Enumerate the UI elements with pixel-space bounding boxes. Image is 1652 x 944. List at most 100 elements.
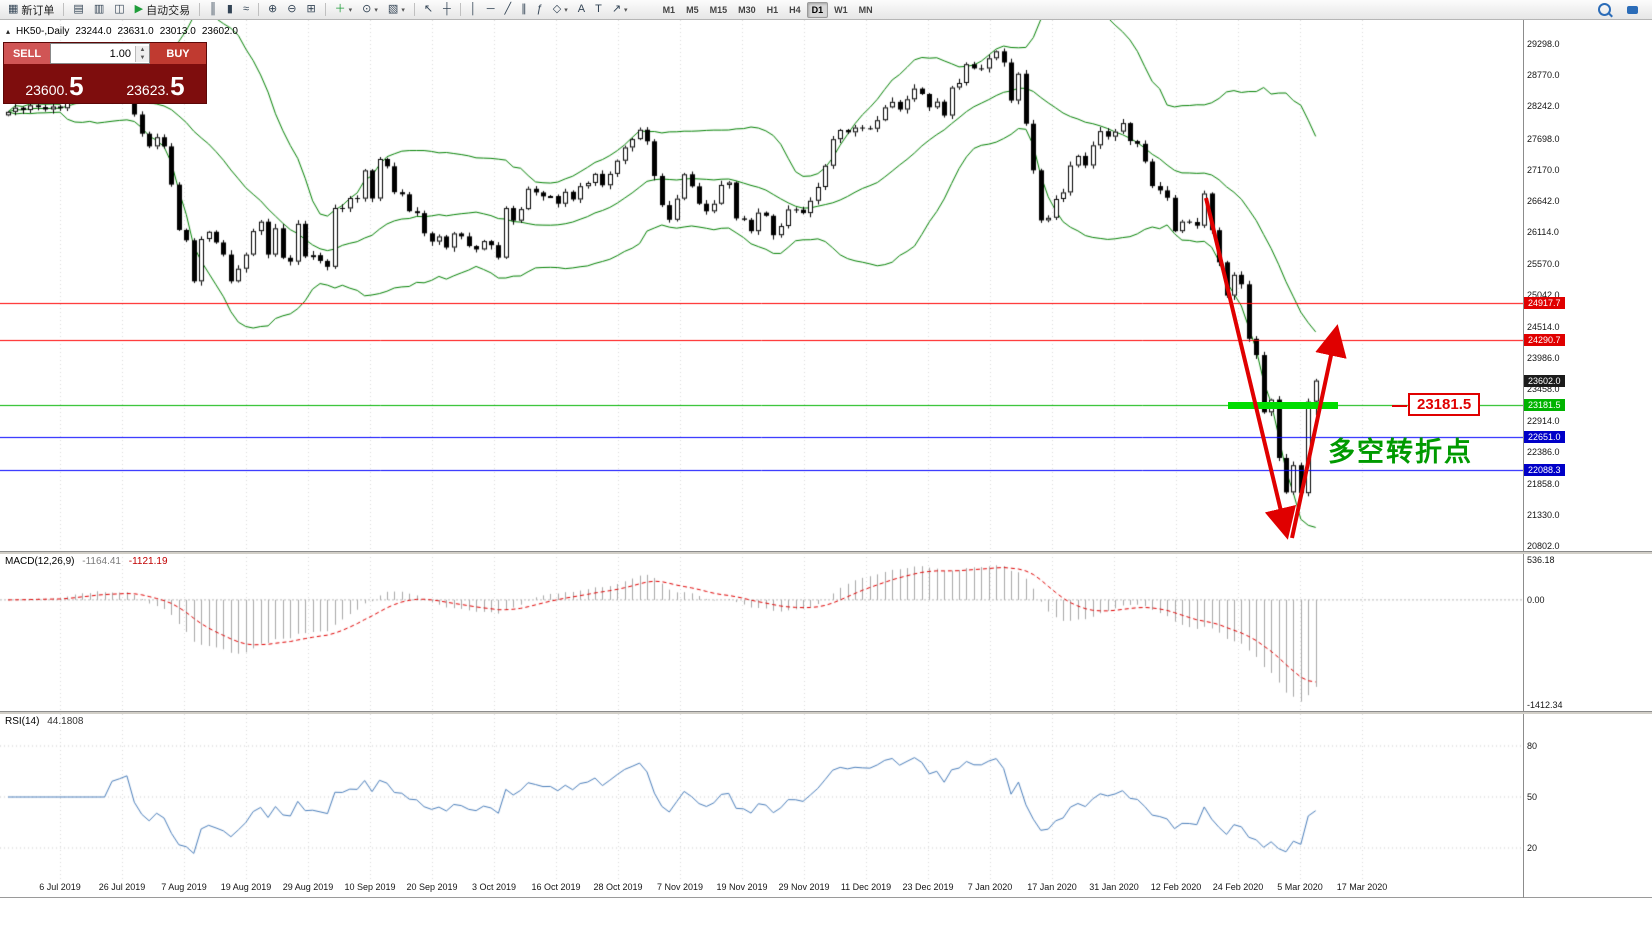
- cursor-button[interactable]: ↖: [420, 0, 437, 19]
- timeframe-m15-button[interactable]: M15: [709, 4, 728, 15]
- toolbar-separator: [199, 3, 201, 16]
- horizontal-line-button[interactable]: ─: [483, 0, 499, 19]
- candlestick-chart-button[interactable]: ▮: [223, 0, 237, 19]
- new-chart-button[interactable]: ＋ ▾: [331, 0, 357, 19]
- expand-ohlc-icon[interactable]: ▴: [6, 27, 11, 36]
- timeframe-m30-button[interactable]: M30: [738, 4, 756, 15]
- date-axis-label: 6 Jul 2019: [39, 882, 81, 892]
- buy-price-big-digit: 5: [170, 71, 185, 101]
- period-button[interactable]: ⊙ ▾: [358, 0, 382, 19]
- buy-button[interactable]: BUY: [150, 43, 206, 64]
- date-axis-label: 7 Aug 2019: [161, 882, 207, 892]
- turning-point-note[interactable]: 多空转折点: [1328, 437, 1473, 467]
- toolbar-separator: [324, 3, 326, 16]
- vertical-line-button[interactable]: │: [466, 0, 481, 19]
- timeframe-group: M1 M5 M15 M30 H1 H4 D1 W1 MN: [658, 1, 878, 18]
- zoom-out-button[interactable]: ⊖: [283, 0, 300, 19]
- price-tag: 23181.5: [1524, 399, 1565, 412]
- spinner-up-icon[interactable]: ▲: [136, 45, 149, 54]
- dropdown-caret-icon: ▾: [624, 6, 628, 14]
- toolbar-separator: [459, 3, 461, 16]
- price-axis-label: 20802.0: [1527, 541, 1560, 551]
- text-label-button[interactable]: T: [591, 0, 606, 19]
- date-axis-label: 10 Sep 2019: [344, 882, 396, 892]
- timeframe-w1-button[interactable]: W1: [834, 4, 848, 15]
- date-axis-label: 29 Aug 2019: [282, 882, 334, 892]
- crosshair-button[interactable]: ┼: [439, 0, 455, 19]
- macd-label-row: MACD(12,26,9) -1164.41 -1121.19: [5, 556, 168, 567]
- dropdown-caret-icon: ▾: [564, 6, 568, 14]
- market-watch-button[interactable]: ▤: [69, 0, 87, 19]
- new-order-button-label: 新订单: [21, 4, 55, 17]
- sell-button[interactable]: SELL: [4, 43, 50, 64]
- timeframe-m5-button[interactable]: M5: [686, 4, 699, 15]
- autotrade-button[interactable]: ▶ 自动交易: [131, 0, 194, 19]
- date-axis-label: 28 Oct 2019: [593, 882, 643, 892]
- toolbar-right: [1594, 0, 1642, 19]
- toolbar-separator: [413, 3, 415, 16]
- price-axis-label: 21330.0: [1527, 509, 1560, 520]
- navigator-icon: ◫: [114, 3, 125, 15]
- date-axis-label: 19 Nov 2019: [716, 882, 768, 892]
- spinner-down-icon[interactable]: ▼: [136, 53, 149, 62]
- date-axis-label: 23 Dec 2019: [902, 882, 954, 892]
- sell-price[interactable]: 23600. 5: [4, 64, 105, 103]
- tile-windows-button[interactable]: ⊞: [302, 0, 319, 19]
- community-button[interactable]: [1623, 0, 1642, 19]
- date-axis-label: 26 Jul 2019: [98, 882, 146, 892]
- timeframe-mn-button[interactable]: MN: [858, 4, 873, 15]
- timeframe-d1-button[interactable]: D1: [806, 1, 829, 18]
- toolbar-items: ▦ 新订单 ▤ ▥ ◫ ▶ 自动交易 ║ ▮ ≈ ⊕ ⊖ ⊞ ＋ ▾ ⊙ ▾ ▧ ▾ ↖ ┼ │ ─ ╱ ∥ ƒ ◇ ▾ A T ↗ ▾: [4, 0, 632, 19]
- zoom-in-button[interactable]: ⊕: [264, 0, 281, 19]
- date-axis-label: 17 Mar 2020: [1336, 882, 1388, 892]
- navigator-button[interactable]: ◫: [110, 0, 128, 19]
- timeframe-m1-button[interactable]: M1: [662, 4, 676, 15]
- price-axis-label: 23986.0: [1527, 352, 1560, 363]
- date-axis-label: 20 Sep 2019: [406, 882, 458, 892]
- volume-control: ▲ ▼: [50, 43, 150, 64]
- new-order-icon: ▦: [8, 3, 19, 15]
- macd-label: MACD(12,26,9): [5, 556, 75, 567]
- price-axis-label: 23458.0: [1527, 384, 1560, 395]
- panel-divider[interactable]: [0, 551, 1652, 554]
- period-icon: ⊙: [362, 3, 372, 15]
- date-axis-label: 24 Feb 2020: [1212, 882, 1264, 892]
- channel-button[interactable]: ∥: [517, 0, 531, 19]
- timeframe-h1-button[interactable]: H1: [766, 4, 779, 15]
- volume-input[interactable]: [51, 46, 135, 61]
- channel-icon: ∥: [521, 3, 527, 15]
- price-flag[interactable]: 23181.5: [1408, 393, 1481, 416]
- order-controls-row: SELL ▲ ▼ BUY: [4, 43, 206, 64]
- date-axis-label: 7 Nov 2019: [656, 882, 704, 892]
- macd-main-value: -1164.41: [82, 556, 121, 567]
- price-axis-label: 29298.0: [1527, 39, 1560, 49]
- chat-icon: [1627, 5, 1638, 14]
- buy-price[interactable]: 23623. 5: [105, 64, 206, 103]
- new-order-button[interactable]: ▦ 新订单: [4, 0, 58, 19]
- date-axis-label: 16 Oct 2019: [531, 882, 581, 892]
- template-button[interactable]: ▧ ▾: [384, 0, 409, 19]
- arrows-button[interactable]: ↗ ▾: [608, 0, 632, 19]
- rsi-indicator-panel[interactable]: [0, 714, 1523, 880]
- bar-chart-button[interactable]: ║: [205, 0, 221, 19]
- price-axis-label: 26642.0: [1527, 195, 1560, 206]
- date-axis-label: 7 Jan 2020: [967, 882, 1013, 892]
- search-button[interactable]: [1594, 0, 1615, 19]
- line-chart-button[interactable]: ≈: [239, 0, 253, 19]
- volume-spinner[interactable]: ▲ ▼: [135, 45, 149, 62]
- macd-indicator-panel[interactable]: [0, 553, 1523, 711]
- data-window-button[interactable]: ▥: [90, 0, 108, 19]
- symbol-header: ▴ HK50-,Daily 23244.0 23631.0 23013.0 23…: [6, 26, 238, 37]
- price-axis-label: 26114.0: [1527, 227, 1559, 238]
- trendline-button[interactable]: ╱: [501, 0, 516, 19]
- text-button[interactable]: A: [574, 0, 589, 19]
- timeframe-h4-button[interactable]: H4: [789, 4, 801, 15]
- ohlc-close: 23602.0: [201, 26, 238, 37]
- chart-bottom-frame: [0, 897, 1652, 898]
- shapes-button[interactable]: ◇ ▾: [549, 0, 572, 19]
- fibonacci-button[interactable]: ƒ: [533, 0, 547, 19]
- panel-divider[interactable]: [0, 711, 1652, 714]
- rsi-axis-label: 50: [1527, 792, 1538, 802]
- main-price-chart[interactable]: [0, 20, 1523, 551]
- ohlc-high: 23631.0: [117, 26, 154, 37]
